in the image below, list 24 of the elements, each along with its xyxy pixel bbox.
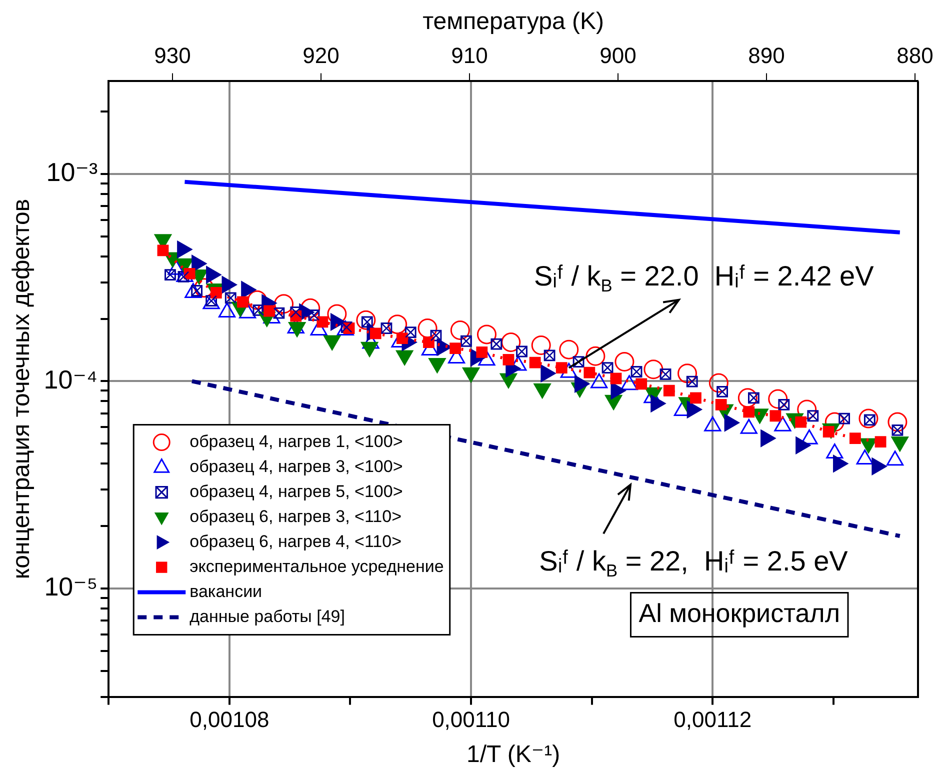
x2-axis-title: температура (K) (422, 8, 604, 36)
legend-label: образец 6, нагрев 3, <110> (190, 506, 402, 526)
x2-tick-label: 880 (896, 43, 934, 68)
x2-tick-label: 920 (302, 43, 340, 68)
y-tick-label: 10⁻⁵ (44, 572, 98, 602)
legend-label: вакансии (190, 582, 262, 601)
x-tick-label: 0,00110 (432, 707, 510, 732)
legend-label: данные работы [49] (190, 606, 345, 626)
y-tick-label: 10⁻³ (46, 157, 98, 188)
x-axis-title: 1/T (K⁻¹) (466, 741, 560, 768)
x2-tick-label: 910 (451, 43, 488, 68)
x2-tick-label: 930 (154, 43, 191, 68)
x-tick-label: 0,00112 (674, 707, 752, 732)
legend-label: экспериментальное усреднение (190, 556, 444, 576)
x2-tick-label: 900 (600, 43, 636, 68)
annotation: Al монокристалл (638, 598, 840, 628)
legend-label: образец 6, нагрев 4, <110> (190, 532, 402, 551)
legend-label: образец 4, нагрев 1, <100> (190, 432, 403, 451)
x-tick-label: 0,00108 (190, 707, 270, 732)
legend-label: образец 4, нагрев 5, <100> (190, 482, 403, 501)
y-axis-title: концентрация точечных дефектов (8, 198, 36, 580)
x2-tick-label: 890 (748, 43, 785, 68)
y-tick-label: 10⁻⁴ (44, 364, 98, 394)
legend-label: образец 4, нагрев 3, <100> (190, 456, 403, 476)
